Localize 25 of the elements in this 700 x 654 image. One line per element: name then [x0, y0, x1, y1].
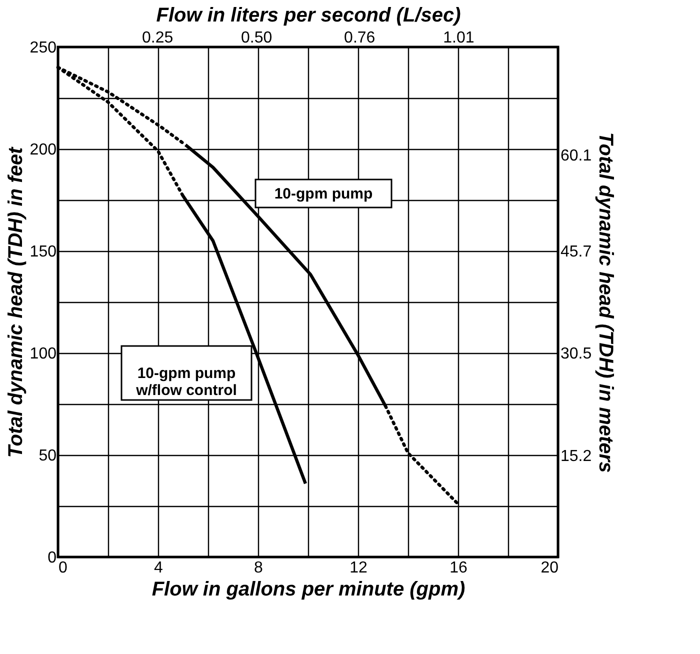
x2-tick-label: 0.25	[142, 30, 174, 46]
series-label: 10-gpm pump w/flow control	[135, 364, 237, 399]
x2-tick-label: 1.01	[443, 30, 474, 46]
y-tick-label: 200	[30, 142, 57, 158]
y2-axis-title: Total dynamic head (TDH) in meters	[594, 132, 617, 473]
y2-tick-label: 15.2	[560, 448, 592, 465]
x-tick-label: 16	[450, 560, 468, 576]
x2-tick-label: 0.76	[344, 30, 376, 46]
x-tick-label: 12	[350, 560, 368, 576]
y-tick-label: 100	[30, 346, 57, 362]
y-axis-title: Total dynamic head (TDH) in feet	[4, 146, 27, 458]
y-tick-label: 150	[30, 244, 57, 260]
x-tick-label: 20	[540, 560, 559, 576]
y-tick-label: 50	[38, 448, 57, 464]
x-tick-label: 0	[58, 560, 68, 576]
series-label: 10-gpm pump	[274, 185, 373, 202]
x2-tick-label: 0.50	[241, 30, 272, 46]
x2-axis-title: Flow in liters per second (L/sec)	[156, 4, 462, 26]
y2-tick-label: 45.7	[560, 244, 592, 261]
x-axis-title: Flow in gallons per minute (gpm)	[152, 578, 466, 600]
y2-tick-label: 30.5	[560, 345, 592, 362]
y2-tick-label: 60.1	[560, 147, 592, 164]
x-tick-label: 4	[154, 560, 164, 576]
x-tick-label: 8	[254, 560, 264, 576]
y-tick-label: 250	[30, 40, 57, 56]
